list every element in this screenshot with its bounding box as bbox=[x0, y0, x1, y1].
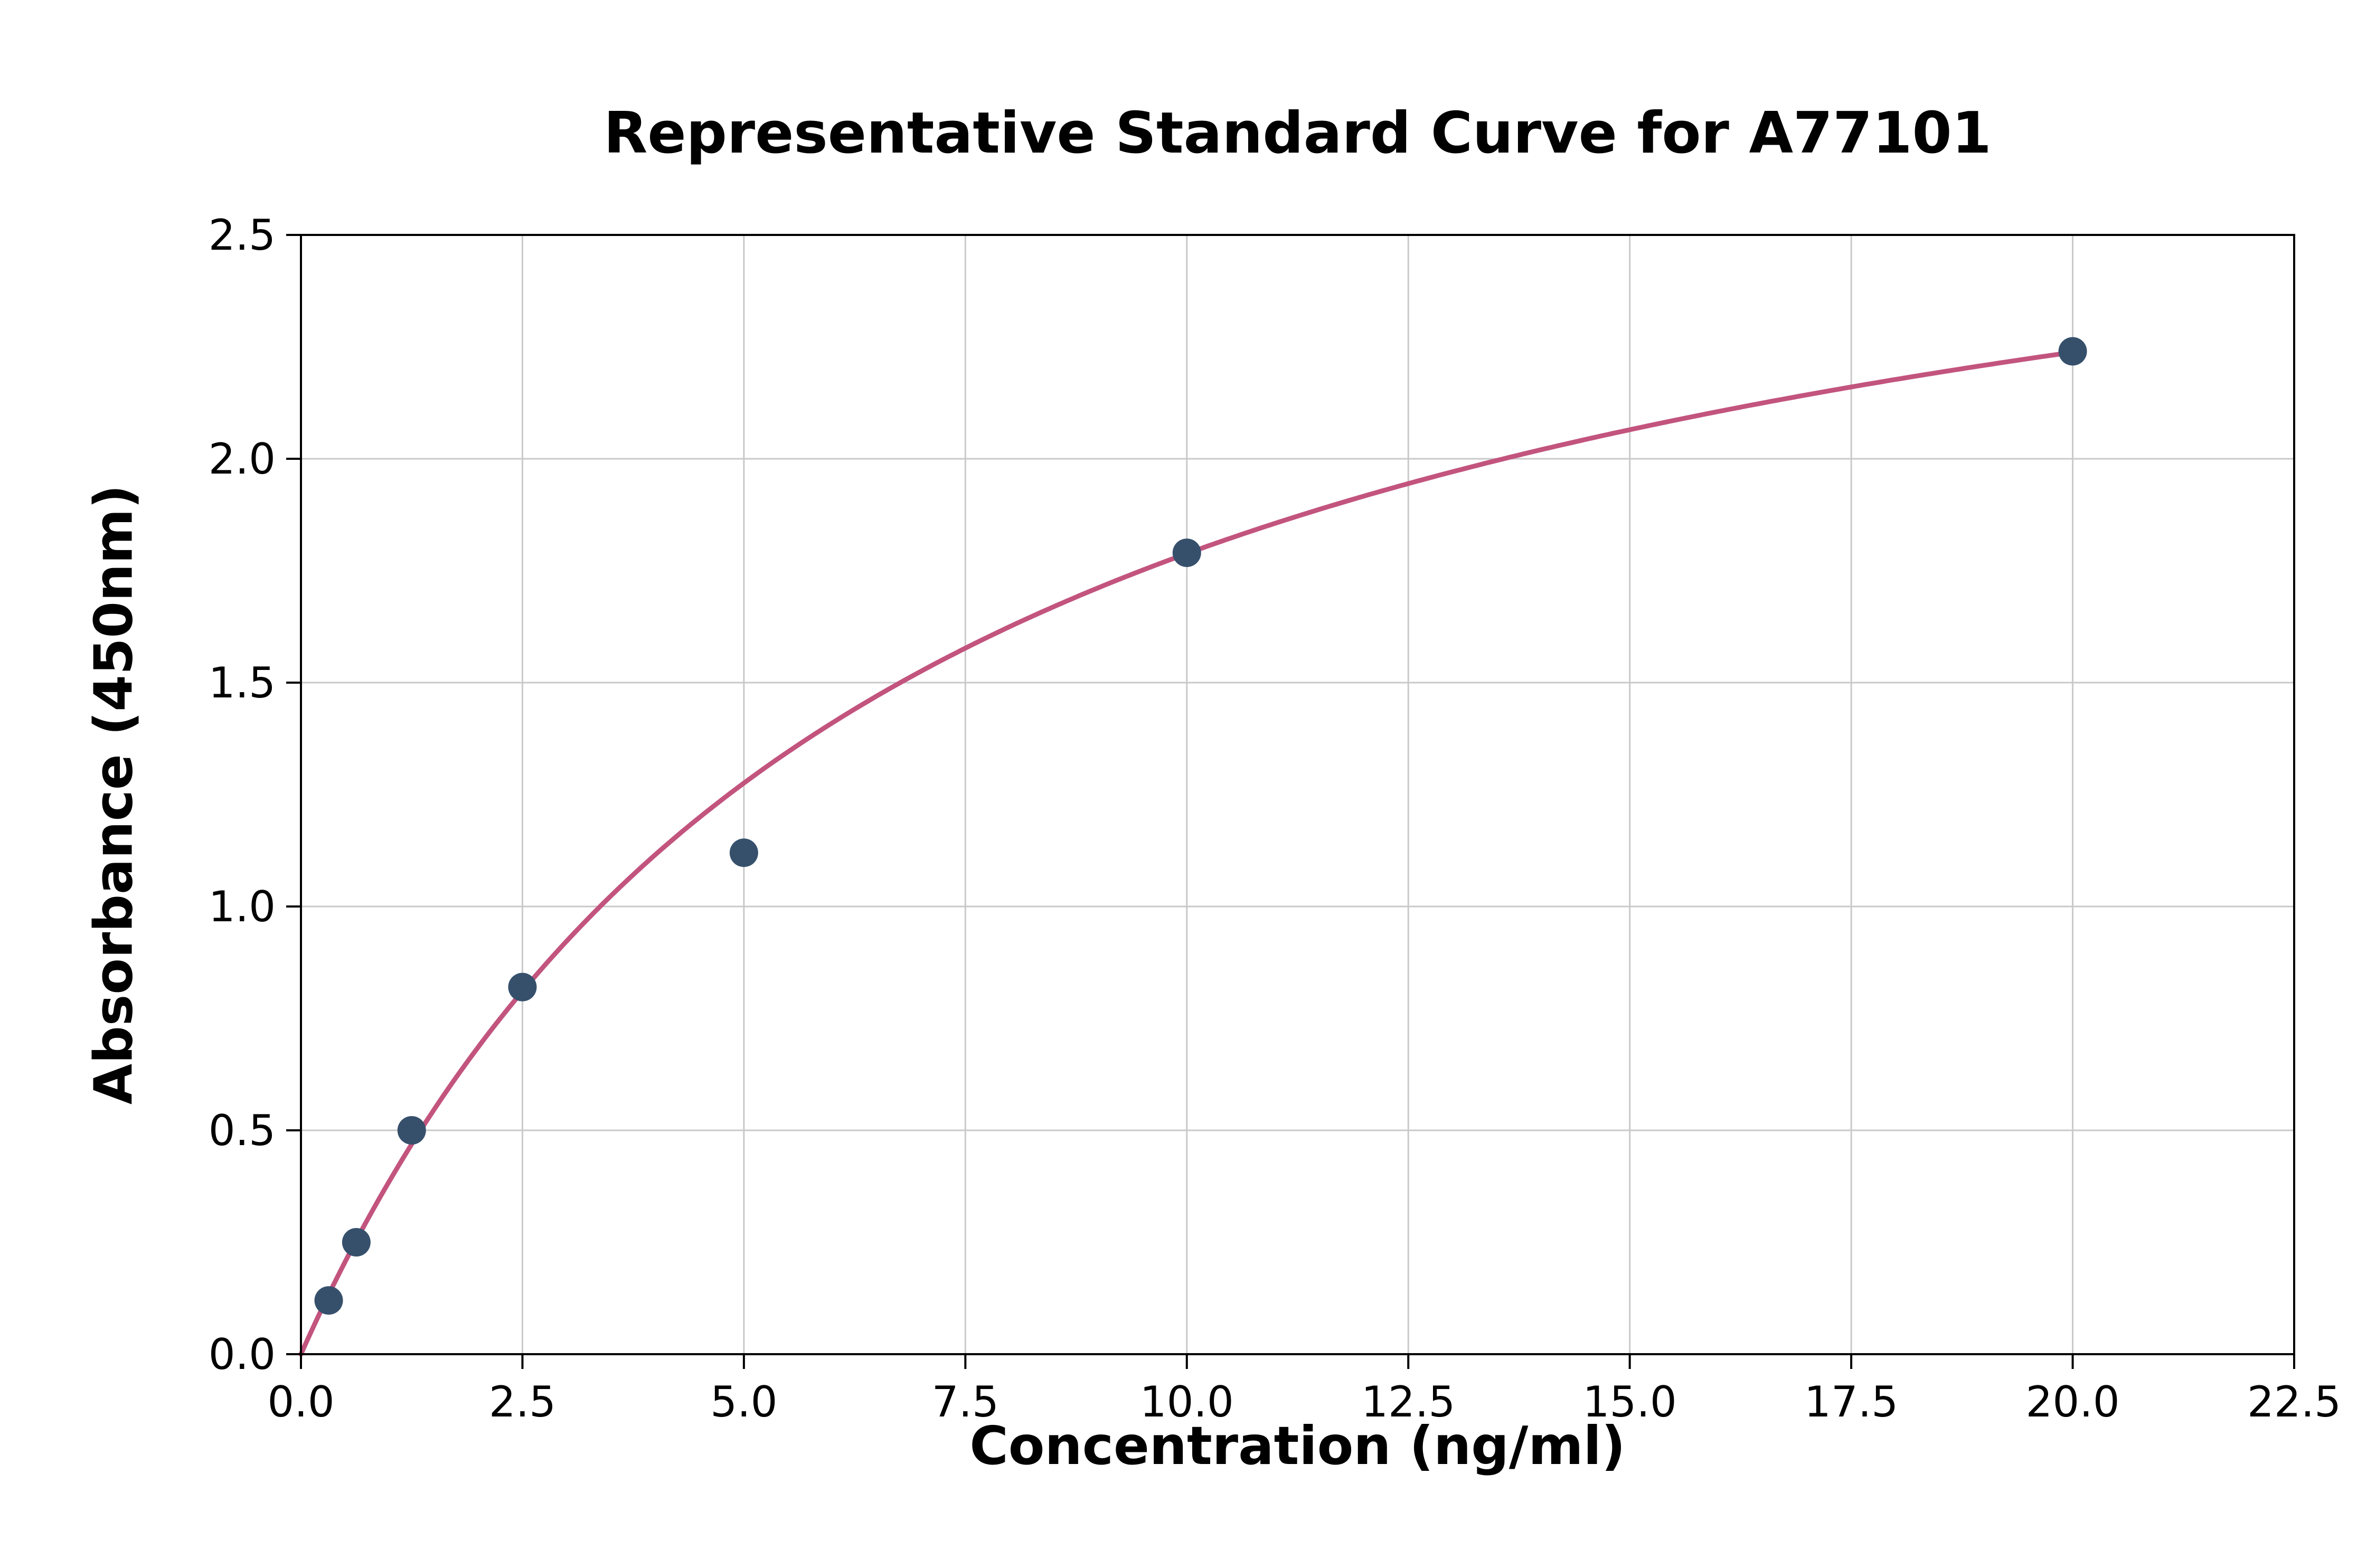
x-axis-label: Concentration (ng/ml) bbox=[969, 1415, 1626, 1477]
plot-area: 0.0 2.5 5.0 7.5 10.0 12.5 15.0 17.5 20.0 22.5 0.0 0… bbox=[209, 211, 2341, 1427]
axes-spines bbox=[300, 234, 2295, 1355]
x-tick-label: 7.5 bbox=[932, 1377, 999, 1427]
y-tick-label: 0.0 bbox=[209, 1330, 276, 1379]
y-tick-label: 2.5 bbox=[209, 211, 276, 260]
x-tick-label: 20.0 bbox=[2025, 1377, 2119, 1427]
data-point bbox=[314, 1286, 343, 1315]
y-tick-label: 2.0 bbox=[209, 434, 276, 484]
x-tick-label: 17.5 bbox=[1804, 1377, 1898, 1427]
x-tick-label: 10.0 bbox=[1140, 1377, 1234, 1427]
x-tick-label: 2.5 bbox=[489, 1377, 556, 1427]
x-tick-label: 5.0 bbox=[710, 1377, 777, 1427]
y-axis-label: Absorbance (450nm) bbox=[82, 484, 145, 1105]
x-tick-label: 12.5 bbox=[1361, 1377, 1455, 1427]
x-tick-label: 0.0 bbox=[267, 1377, 334, 1427]
data-point bbox=[342, 1228, 371, 1257]
data-point bbox=[397, 1116, 426, 1145]
chart-title: Representative Standard Curve for A77101 bbox=[604, 100, 1992, 166]
y-tick-label: 0.5 bbox=[209, 1106, 276, 1155]
y-tick-label: 1.5 bbox=[209, 658, 276, 707]
data-point bbox=[508, 972, 537, 1002]
y-tick-label: 1.0 bbox=[209, 882, 276, 931]
x-tick-label: 15.0 bbox=[1583, 1377, 1677, 1427]
data-point bbox=[1172, 539, 1201, 568]
x-tick-label: 22.5 bbox=[2247, 1377, 2341, 1427]
data-point bbox=[729, 838, 758, 867]
data-point bbox=[2058, 337, 2087, 366]
